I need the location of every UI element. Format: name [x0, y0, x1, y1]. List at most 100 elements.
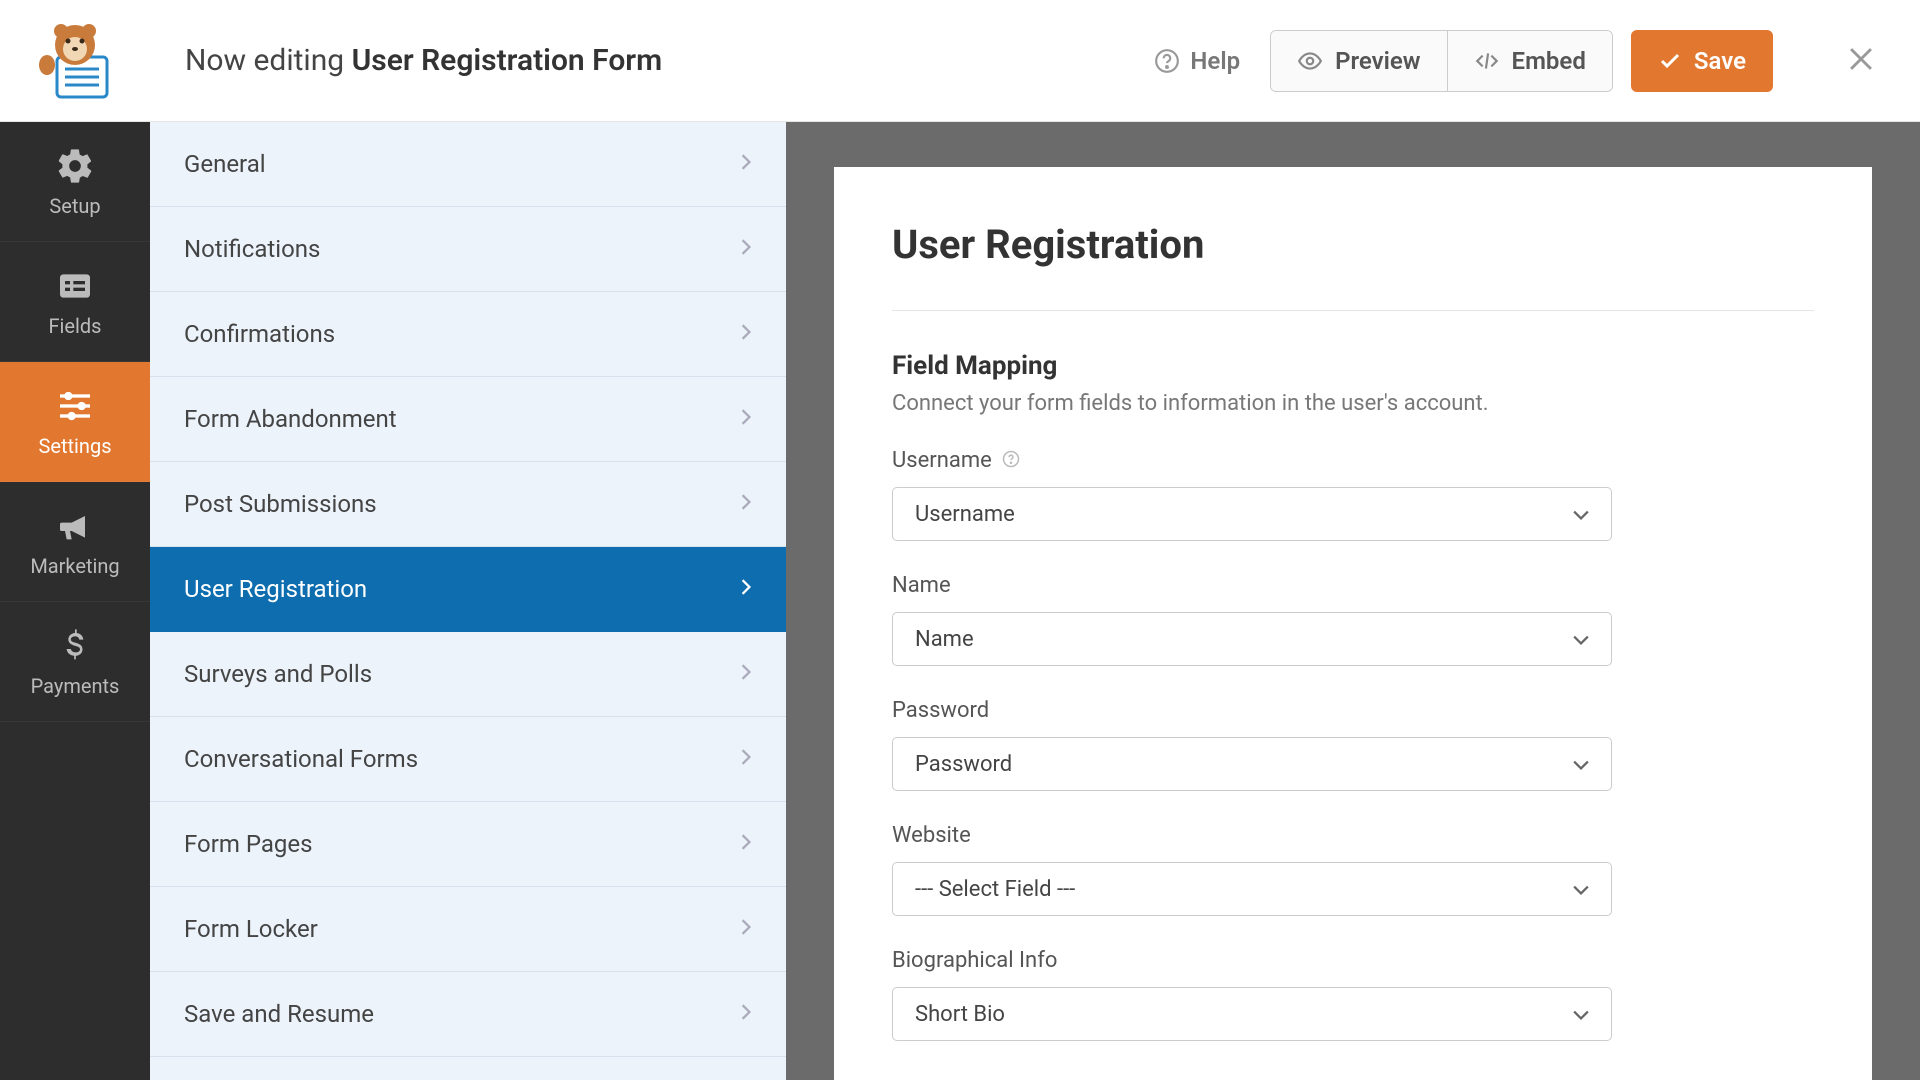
settings-item-form-abandonment[interactable]: Form Abandonment — [150, 377, 786, 462]
settings-list: General Notifications Confirmations Form Ab… — [150, 122, 786, 1080]
select-website[interactable]: --- Select Field --- — [892, 862, 1612, 916]
chevron-right-icon — [740, 1004, 752, 1025]
topbar-actions: Help Preview Embed Save — [1154, 30, 1880, 92]
preview-button[interactable]: Preview — [1271, 31, 1446, 91]
chevron-right-icon — [740, 664, 752, 685]
check-icon — [1658, 49, 1682, 73]
field-label: Name — [892, 573, 1814, 598]
preview-embed-group: Preview Embed — [1270, 30, 1613, 92]
field-password: Password Password — [892, 698, 1814, 791]
left-rail: Setup Fields Settings Marketing Payments — [0, 122, 150, 1080]
settings-item-post-submissions[interactable]: Post Submissions — [150, 462, 786, 547]
chevron-right-icon — [740, 494, 752, 515]
settings-item-general[interactable]: General — [150, 122, 786, 207]
settings-item-notifications[interactable]: Notifications — [150, 207, 786, 292]
select-value: Name — [915, 627, 974, 652]
rail-item-setup[interactable]: Setup — [0, 122, 150, 242]
settings-item-save-and-resume[interactable]: Save and Resume — [150, 972, 786, 1057]
main: Setup Fields Settings Marketing Payments Gen… — [0, 122, 1920, 1080]
chevron-down-icon — [1573, 877, 1589, 902]
settings-item-confirmations[interactable]: Confirmations — [150, 292, 786, 377]
select-value: --- Select Field --- — [915, 877, 1075, 902]
chevron-right-icon — [740, 154, 752, 175]
settings-item-label: Form Pages — [184, 830, 313, 858]
section-title: Field Mapping — [892, 351, 1814, 381]
title-wrap: Now editing User Registration Form — [150, 43, 1154, 78]
select-name[interactable]: Name — [892, 612, 1612, 666]
chevron-down-icon — [1573, 502, 1589, 527]
settings-item-label: Form Abandonment — [184, 405, 397, 433]
chevron-right-icon — [740, 749, 752, 770]
field-name: Name Name — [892, 573, 1814, 666]
eye-icon — [1297, 48, 1323, 74]
wpforms-logo — [25, 21, 125, 101]
settings-item-form-locker[interactable]: Form Locker — [150, 887, 786, 972]
embed-label: Embed — [1512, 47, 1586, 75]
rail-item-marketing[interactable]: Marketing — [0, 482, 150, 602]
select-value: Password — [915, 752, 1012, 777]
field-website: Website --- Select Field --- — [892, 823, 1814, 916]
help-icon[interactable] — [1002, 450, 1020, 472]
select-biographical-info[interactable]: Short Bio — [892, 987, 1612, 1041]
select-username[interactable]: Username — [892, 487, 1612, 541]
settings-item-surveys-and-polls[interactable]: Surveys and Polls — [150, 632, 786, 717]
settings-item-label: Conversational Forms — [184, 745, 418, 773]
help-link[interactable]: Help — [1154, 47, 1240, 75]
chevron-down-icon — [1573, 627, 1589, 652]
rail-item-label: Payments — [31, 674, 120, 698]
select-value: Short Bio — [915, 1002, 1005, 1027]
preview-label: Preview — [1335, 47, 1420, 75]
rail-item-fields[interactable]: Fields — [0, 242, 150, 362]
settings-item-label: General — [184, 150, 266, 178]
settings-item-user-registration[interactable]: User Registration — [150, 547, 786, 632]
chevron-right-icon — [740, 579, 752, 600]
help-icon — [1154, 48, 1180, 74]
rail-item-label: Settings — [38, 434, 111, 458]
chevron-right-icon — [740, 834, 752, 855]
panel: User Registration Field Mapping Connect … — [834, 167, 1872, 1080]
save-button[interactable]: Save — [1631, 30, 1773, 92]
embed-button[interactable]: Embed — [1447, 31, 1612, 91]
chevron-right-icon — [740, 239, 752, 260]
page-title: Now editing User Registration Form — [185, 43, 1154, 78]
settings-item-label: Notifications — [184, 235, 320, 263]
field-label: Username — [892, 448, 1814, 473]
settings-item-label: Form Locker — [184, 915, 318, 943]
field-label: Password — [892, 698, 1814, 723]
panel-title: User Registration — [892, 221, 1814, 311]
chevron-down-icon — [1573, 1002, 1589, 1027]
settings-item-label: Save and Resume — [184, 1000, 374, 1028]
select-password[interactable]: Password — [892, 737, 1612, 791]
settings-item-conversational-forms[interactable]: Conversational Forms — [150, 717, 786, 802]
form-name: User Registration Form — [352, 43, 663, 78]
code-icon — [1474, 48, 1500, 74]
select-value: Username — [915, 502, 1015, 527]
chevron-right-icon — [740, 409, 752, 430]
close-button[interactable] — [1846, 42, 1880, 80]
save-label: Save — [1694, 47, 1746, 75]
content-area: User Registration Field Mapping Connect … — [786, 122, 1920, 1080]
rail-item-label: Fields — [49, 314, 102, 338]
settings-icon — [55, 386, 95, 426]
section-desc: Connect your form fields to information … — [892, 391, 1814, 416]
marketing-icon — [55, 506, 95, 546]
chevron-right-icon — [740, 324, 752, 345]
chevron-right-icon — [740, 919, 752, 940]
field-label: Website — [892, 823, 1814, 848]
chevron-down-icon — [1573, 752, 1589, 777]
topbar: Now editing User Registration Form Help … — [0, 0, 1920, 122]
rail-item-payments[interactable]: Payments — [0, 602, 150, 722]
payments-icon — [55, 626, 95, 666]
help-label: Help — [1190, 47, 1240, 75]
settings-item-label: Surveys and Polls — [184, 660, 372, 688]
rail-item-label: Marketing — [30, 554, 119, 578]
field-username: Username Username — [892, 448, 1814, 541]
fields-icon — [55, 266, 95, 306]
settings-item-label: User Registration — [184, 575, 367, 603]
setup-icon — [55, 146, 95, 186]
editing-prefix: Now editing — [185, 43, 352, 78]
settings-item-form-pages[interactable]: Form Pages — [150, 802, 786, 887]
settings-item-label: Post Submissions — [184, 490, 377, 518]
rail-item-settings[interactable]: Settings — [0, 362, 150, 482]
field-mapping-fields: UsernameUsernameNameNamePasswordPassword… — [892, 448, 1814, 1041]
